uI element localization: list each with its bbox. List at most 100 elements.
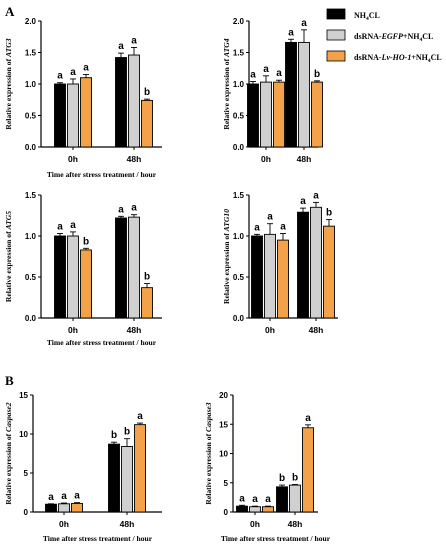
significance-letter: b <box>124 427 130 438</box>
category-label: 0h <box>59 519 69 529</box>
bar <box>247 83 259 148</box>
bar <box>289 484 301 513</box>
significance-letter: a <box>239 493 245 504</box>
bar <box>128 216 140 319</box>
y-tick-label: 5 <box>224 479 229 488</box>
bar <box>115 57 127 148</box>
significance-letter: a <box>280 222 286 233</box>
panel-label-b: B <box>5 373 14 388</box>
category-label: 0h <box>265 325 275 335</box>
significance-letter: a <box>131 203 137 214</box>
significance-letter: b <box>326 208 332 219</box>
y-tick-label: 0.0 <box>233 143 245 152</box>
y-tick-label: 0.5 <box>25 112 37 121</box>
panel-label-a: A <box>5 4 15 19</box>
bar <box>141 99 153 148</box>
y-axis-title: Relative expression of ATG3 <box>4 38 13 129</box>
y-tick-label: 0 <box>24 508 29 517</box>
bar <box>54 235 66 319</box>
significance-letter: a <box>288 27 294 38</box>
significance-letter: a <box>313 190 319 201</box>
x-axis-title: Time after stress treatment / hour <box>47 170 157 179</box>
significance-letter: a <box>267 212 273 223</box>
bar <box>297 211 309 319</box>
y-tick-label: 1.5 <box>233 191 245 200</box>
y-tick-label: 1.5 <box>25 191 37 200</box>
x-axis-title: Time after stress treatment / hour <box>43 534 153 543</box>
significance-letter: a <box>305 413 311 424</box>
y-tick-label: 15 <box>19 391 28 400</box>
significance-letter: b <box>314 69 320 80</box>
bar <box>128 54 140 148</box>
category-label: 48h <box>309 325 324 335</box>
significance-letter: b <box>144 272 150 283</box>
category-label: 48h <box>297 154 312 164</box>
bar <box>323 225 335 319</box>
legend-swatch-ho1 <box>326 50 346 62</box>
y-axis-title: Relative expression of ATG4 <box>222 38 231 129</box>
x-axis-title: Time after stress treatment / hour <box>47 338 157 347</box>
bar <box>67 235 79 319</box>
significance-letter: a <box>265 494 271 505</box>
significance-letter: a <box>74 491 80 502</box>
significance-letter: a <box>250 69 256 80</box>
significance-letter: a <box>301 18 307 29</box>
bar <box>54 83 66 148</box>
y-axis-title: Relative expression of Caspase2 <box>4 402 13 504</box>
significance-letter: a <box>118 41 124 52</box>
significance-letter: a <box>57 222 63 233</box>
y-tick-label: 0.0 <box>233 314 245 323</box>
bar <box>311 81 323 148</box>
significance-letter: b <box>292 473 298 484</box>
y-tick-label: 2.0 <box>233 17 245 26</box>
bar <box>285 41 297 148</box>
bar <box>141 287 153 319</box>
y-tick-label: 15 <box>219 420 228 429</box>
significance-letter: b <box>279 473 285 484</box>
category-label: 0h <box>68 154 78 164</box>
bar <box>260 81 272 148</box>
significance-letter: a <box>254 222 260 233</box>
bar <box>310 206 322 319</box>
bar <box>115 217 127 319</box>
legend-label-ho1: dsRNA-Lv-HO-1+NH4CL <box>354 53 442 64</box>
y-axis-title: Relative expression of ATG10 <box>222 209 231 304</box>
bar <box>249 506 261 513</box>
significance-letter: a <box>57 71 63 82</box>
y-tick-label: 0.5 <box>233 273 245 282</box>
bar <box>251 235 263 319</box>
y-tick-label: 0.5 <box>233 112 245 121</box>
y-tick-label: 2.0 <box>25 17 37 26</box>
bar <box>108 443 120 513</box>
significance-letter: b <box>144 87 150 98</box>
x-axis-title: Time after stress treatment / hour <box>221 534 331 543</box>
y-tick-label: 1.0 <box>233 80 245 89</box>
bar <box>276 486 288 513</box>
bar <box>45 503 57 513</box>
y-tick-label: 20 <box>219 391 228 400</box>
bar <box>236 505 248 513</box>
legend-swatch-nh4cl <box>326 8 346 20</box>
legend-label-egfp: dsRNA-EGFP+NH4CL <box>354 32 433 43</box>
bar <box>262 506 274 513</box>
category-label: 0h <box>261 154 271 164</box>
significance-letter: a <box>263 64 269 75</box>
significance-letter: a <box>276 68 282 79</box>
y-tick-label: 0.0 <box>25 143 37 152</box>
y-tick-label: 1.5 <box>25 49 37 58</box>
significance-letter: a <box>300 196 306 207</box>
significance-letter: a <box>48 492 54 503</box>
significance-letter: a <box>83 63 89 74</box>
bar <box>298 41 310 148</box>
bar <box>273 81 285 148</box>
bar <box>264 233 276 319</box>
y-tick-label: 1.0 <box>233 232 245 241</box>
bar <box>80 249 92 319</box>
significance-letter: a <box>252 494 258 505</box>
y-tick-label: 10 <box>19 430 28 439</box>
